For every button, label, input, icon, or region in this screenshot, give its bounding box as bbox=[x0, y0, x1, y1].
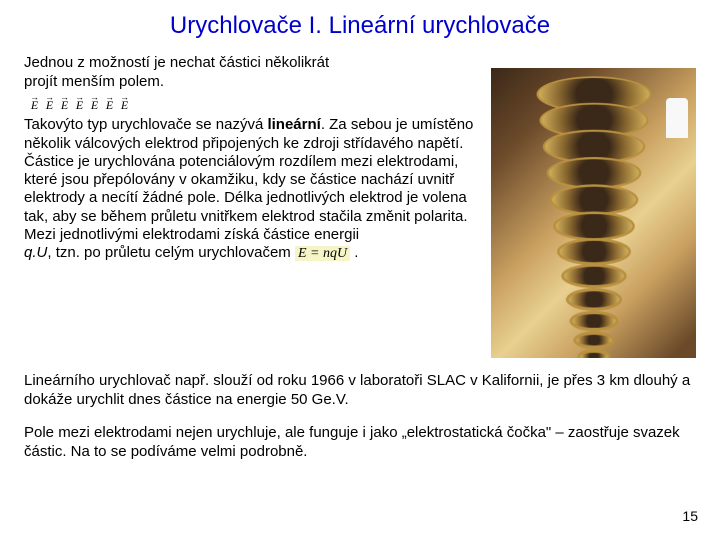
intro-text: Jednou z možností je nechat částici něko… bbox=[24, 54, 344, 110]
e-arrow: →E bbox=[90, 94, 99, 111]
body-section: Takovýto typ urychlovače se nazývá lineá… bbox=[24, 116, 696, 358]
e-arrow: →E bbox=[45, 94, 54, 111]
body-para2b: tzn. po průletu celým urychlovačem bbox=[56, 244, 291, 261]
page-number: 15 bbox=[682, 508, 698, 524]
slac-paragraph: Lineárního urychlovač např. slouží od ro… bbox=[24, 372, 696, 410]
intro-content: Jednou z možností je nechat částici něko… bbox=[24, 54, 329, 90]
person-figure bbox=[666, 98, 688, 138]
e-arrow: →E bbox=[60, 94, 69, 111]
page-title: Urychlovače I. Lineární urychlovače bbox=[24, 12, 696, 40]
qu-symbol: q.U bbox=[24, 244, 47, 261]
e-arrow: →E bbox=[120, 94, 129, 111]
body-para1: Takovýto typ urychlovače se nazývá lineá… bbox=[24, 116, 473, 224]
body-para2a: Mezi jednotlivými elektrodami získá část… bbox=[24, 226, 359, 243]
e-arrow: →E bbox=[105, 94, 114, 111]
e-arrow: →E bbox=[75, 94, 84, 111]
accelerator-photo bbox=[491, 68, 696, 358]
body-text: Takovýto typ urychlovače se nazývá lineá… bbox=[24, 116, 477, 358]
equation: E = nqU bbox=[295, 246, 350, 261]
lens-paragraph: Pole mezi elektrodami nejen urychluje, a… bbox=[24, 424, 696, 462]
e-field-labels: →E →E →E →E →E →E →E bbox=[30, 94, 344, 111]
e-arrow: →E bbox=[30, 94, 39, 111]
